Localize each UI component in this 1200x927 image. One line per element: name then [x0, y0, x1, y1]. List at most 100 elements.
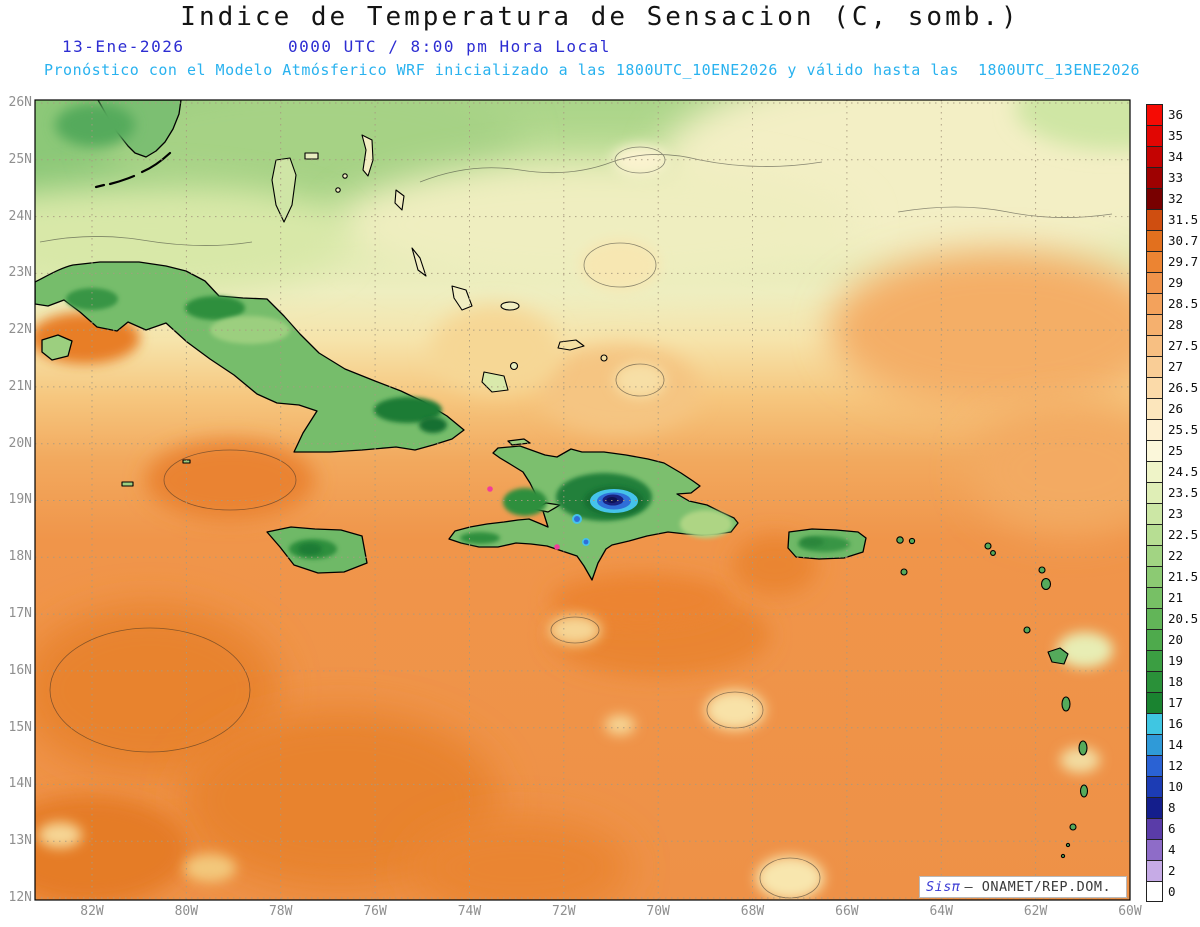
colorbar-value: 28.5 [1163, 293, 1199, 314]
colorbar-swatch [1146, 146, 1163, 167]
colorbar-value: 32 [1163, 188, 1184, 209]
longitude-tick-label: 82W [80, 904, 104, 919]
map-frame [34, 99, 1131, 901]
colorbar-entry: 23 [1146, 503, 1198, 524]
colorbar-value: 25.5 [1163, 419, 1199, 440]
colorbar-entry: 10 [1146, 776, 1198, 797]
colorbar-swatch [1146, 188, 1163, 209]
colorbar-value: 18 [1163, 671, 1184, 692]
colorbar-swatch [1146, 335, 1163, 356]
colorbar-entry: 36 [1146, 104, 1198, 125]
colorbar-swatch [1146, 776, 1163, 797]
colorbar-swatch [1146, 692, 1163, 713]
colorbar-value: 14 [1163, 734, 1184, 755]
latitude-axis: 26N 25N 24N 23N 22N 21N 20N 19N 18N 17N 16N 15N 14N 1… [2, 95, 32, 906]
colorbar-value: 22.5 [1163, 524, 1199, 545]
florida-keys-coastline [94, 151, 172, 189]
longitude-tick-label: 80W [174, 904, 199, 919]
colorbar-swatch [1146, 713, 1163, 734]
contour-lines [39, 146, 1113, 899]
colorbar-entry: 34 [1146, 146, 1198, 167]
colorbar-swatch [1146, 503, 1163, 524]
colorbar-entry: 26 [1146, 398, 1198, 419]
colorbar-entry: 23.5 [1146, 482, 1199, 503]
longitude-tick-label: 76W [363, 904, 387, 919]
watermark: Sisπ – ONAMET/REP.DOM. [919, 876, 1127, 898]
colorbar-value: 20.5 [1163, 608, 1199, 629]
colorbar-entry: 6 [1146, 818, 1198, 839]
coastlines [35, 100, 1089, 898]
colorbar-value: 29 [1163, 272, 1184, 293]
colorbar-swatch [1146, 167, 1163, 188]
colorbar-entry: 32 [1146, 188, 1198, 209]
colorbar-value: 29.7 [1163, 251, 1199, 272]
colorbar-value: 17 [1163, 692, 1184, 713]
colorbar-value: 23.5 [1163, 482, 1199, 503]
latitude-tick-label: 26N [8, 95, 32, 110]
colorbar-entry: 26.5 [1146, 377, 1199, 398]
colorbar-entry: 27 [1146, 356, 1198, 377]
colorbar-entry: 31.5 [1146, 209, 1199, 230]
colorbar-swatch [1146, 293, 1163, 314]
colorbar-entry: 22 [1146, 545, 1198, 566]
colorbar-entry: 30.7 [1146, 230, 1199, 251]
bahamas-islands [121, 134, 608, 487]
hot-spot-markers [487, 486, 560, 550]
latitude-tick-label: 13N [8, 833, 32, 849]
colorbar-swatch [1146, 860, 1163, 881]
colorbar-entry: 28.5 [1146, 293, 1199, 314]
colorbar-entry: 0 [1146, 881, 1198, 902]
colorbar-value: 34 [1163, 146, 1184, 167]
tortuga-island-coastline [507, 438, 531, 446]
colorbar-value: 25 [1163, 440, 1184, 461]
colorbar-swatch [1146, 209, 1163, 230]
colorbar-value: 21.5 [1163, 566, 1199, 587]
latitude-tick-label: 25N [8, 151, 32, 167]
latitude-tick-label: 16N [8, 662, 32, 678]
valid-date: 13-Ene-2026 [62, 37, 185, 56]
colorbar-value: 33 [1163, 167, 1184, 188]
colorbar-swatch [1146, 650, 1163, 671]
latitude-tick-label: 18N [8, 549, 32, 565]
longitude-tick-label: 74W [457, 904, 482, 919]
latitude-tick-label: 24N [8, 208, 32, 224]
latitude-tick-label: 17N [8, 606, 32, 622]
colorbar-swatch [1146, 272, 1163, 293]
colorbar-entry: 25.5 [1146, 419, 1199, 440]
colorbar-swatch [1146, 629, 1163, 650]
colorbar-swatch [1146, 755, 1163, 776]
colorbar-value: 23 [1163, 503, 1184, 524]
colorbar-legend: 36 35 34 33 32 31.5 [1146, 104, 1199, 902]
longitude-tick-label: 78W [268, 904, 293, 919]
colorbar-swatch [1146, 566, 1163, 587]
colorbar-entry: 20 [1146, 629, 1198, 650]
colorbar-value: 0 [1163, 881, 1176, 902]
colorbar-value: 8 [1163, 797, 1176, 818]
longitude-tick-label: 66W [835, 904, 859, 919]
colorbar-value: 27.5 [1163, 335, 1199, 356]
lesser-antilles-islands [896, 536, 1089, 898]
colorbar-swatch [1146, 356, 1163, 377]
watermark-text: – ONAMET/REP.DOM. [964, 879, 1112, 895]
colorbar-entry: 24.5 [1146, 461, 1199, 482]
colorbar-value: 20 [1163, 629, 1184, 650]
colorbar-swatch [1146, 839, 1163, 860]
colorbar-entry: 18 [1146, 671, 1198, 692]
colorbar-entry: 22.5 [1146, 524, 1199, 545]
colorbar-swatch [1146, 230, 1163, 251]
longitude-tick-label: 68W [740, 904, 765, 919]
colorbar-entry: 20.5 [1146, 608, 1199, 629]
colorbar-swatch [1146, 881, 1163, 902]
latitude-tick-label: 21N [8, 378, 32, 394]
page-title: Indice de Temperatura de Sensacion (C, s… [180, 2, 1020, 32]
colorbar-value: 27 [1163, 356, 1184, 377]
colorbar-swatch [1146, 524, 1163, 545]
watermark-brand: Sisπ [926, 879, 961, 895]
longitude-tick-label: 72W [552, 904, 576, 919]
graticule [35, 100, 1130, 900]
colorbar-entry: 21 [1146, 587, 1198, 608]
colorbar-swatch [1146, 398, 1163, 419]
colorbar-value: 2 [1163, 860, 1176, 881]
colorbar-value: 10 [1163, 776, 1184, 797]
